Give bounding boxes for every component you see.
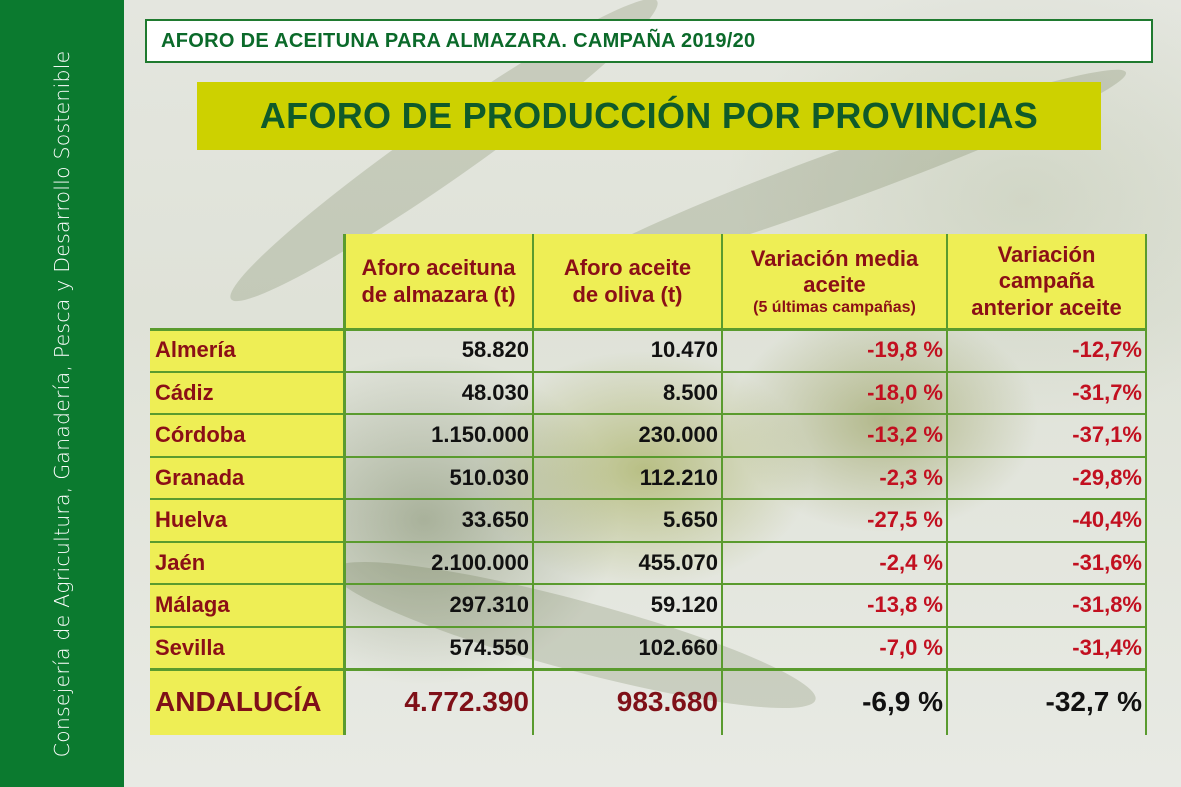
table-cell-aceituna: 510.030 bbox=[449, 464, 529, 490]
column-header-line: Aforo aceite bbox=[563, 255, 692, 281]
province-name: Almería bbox=[150, 329, 344, 372]
table-cell-aceite: 59.120 bbox=[650, 592, 718, 618]
column-header: Aforo aceituna de almazara (t) bbox=[344, 234, 533, 329]
province-name: Málaga bbox=[150, 584, 344, 627]
column-header-line: anterior aceite bbox=[971, 294, 1122, 320]
total-name: ANDALUCÍA bbox=[150, 669, 344, 735]
province-name: Granada bbox=[150, 456, 344, 499]
total-cell-aceituna: 4.772.390 bbox=[404, 686, 529, 717]
table-cell-var-anterior: -12,7% bbox=[1072, 337, 1142, 363]
table-cell-aceite: 5.650 bbox=[662, 507, 718, 533]
table-cell-var-media: -19,8 % bbox=[867, 337, 943, 363]
column-header: Aforo aceite de oliva (t) bbox=[533, 234, 722, 329]
province-name: Córdoba bbox=[150, 414, 344, 457]
table-cell-aceituna: 2.100.000 bbox=[431, 549, 529, 575]
total-cell-var-media: -6,9 % bbox=[862, 686, 943, 717]
table-cell-aceite: 8.500 bbox=[662, 379, 718, 405]
table-cell-aceite: 102.660 bbox=[638, 634, 718, 660]
table-cell-aceituna: 1.150.000 bbox=[431, 422, 529, 448]
table-cell-aceituna: 48.030 bbox=[461, 379, 529, 405]
column-header-note: (5 últimas campañas) bbox=[753, 299, 916, 317]
column-header: Variación media aceite (5 últimas campañas… bbox=[722, 234, 947, 329]
total-cell-var-anterior: -32,7 % bbox=[1045, 686, 1143, 717]
table-cell-var-media: -2,4 % bbox=[879, 549, 943, 575]
province-name: Huelva bbox=[150, 499, 344, 542]
table-cell-aceituna: 58.820 bbox=[461, 337, 529, 363]
table-cell-aceite: 112.210 bbox=[639, 464, 718, 490]
table-cell-aceituna: 297.310 bbox=[449, 592, 529, 618]
table-cell-var-anterior: -37,1% bbox=[1072, 422, 1142, 448]
table-cell-var-anterior: -29,8% bbox=[1072, 464, 1142, 490]
province-name: Sevilla bbox=[150, 626, 344, 669]
total-cell-aceite: 983.680 bbox=[616, 686, 718, 717]
table-cell-var-media: -2,3 % bbox=[879, 464, 943, 490]
column-header-line: campaña bbox=[998, 268, 1095, 294]
column-header-line: de oliva (t) bbox=[572, 281, 683, 307]
slide-subtitle: AFORO DE ACEITUNA PARA ALMAZARA. CAMPAÑA… bbox=[145, 19, 1153, 63]
table-cell-aceituna: 33.650 bbox=[461, 507, 529, 533]
column-header-line: Variación bbox=[997, 241, 1096, 267]
province-name: Cádiz bbox=[150, 371, 344, 414]
table-cell-var-media: -7,0 % bbox=[879, 634, 943, 660]
table-cell-aceite: 455.070 bbox=[638, 549, 718, 575]
table-cell-var-anterior: -31,8% bbox=[1072, 592, 1142, 618]
page-title: AFORO DE PRODUCCIÓN POR PROVINCIAS bbox=[197, 82, 1101, 150]
column-header-line: Aforo aceituna bbox=[361, 255, 516, 281]
column-header-line: de almazara (t) bbox=[361, 281, 516, 307]
table-cell-var-media: -13,2 % bbox=[867, 422, 943, 448]
table-cell-var-media: -27,5 % bbox=[867, 507, 943, 533]
table-cell-var-media: -18,0 % bbox=[867, 379, 943, 405]
province-name: Jaén bbox=[150, 541, 344, 584]
column-header: Variación campaña anterior aceite bbox=[947, 234, 1146, 329]
column-header-line: Variación media bbox=[750, 245, 919, 271]
table-cell-var-anterior: -31,6% bbox=[1072, 549, 1142, 575]
table-cell-aceituna: 574.550 bbox=[449, 634, 529, 660]
table-cell-var-anterior: -31,4% bbox=[1072, 634, 1142, 660]
table-cell-var-media: -13,8 % bbox=[867, 592, 943, 618]
table-cell-var-anterior: -31,7% bbox=[1072, 379, 1142, 405]
table-cell-var-anterior: -40,4% bbox=[1072, 507, 1142, 533]
column-header-line: aceite bbox=[803, 271, 866, 297]
table-cell-aceite: 10.470 bbox=[650, 337, 718, 363]
sidebar: Consejería de Agricultura, Ganadería, Pe… bbox=[0, 0, 124, 787]
table-cell-aceite: 230.000 bbox=[638, 422, 718, 448]
sidebar-ministry-text: Consejería de Agricultura, Ganadería, Pe… bbox=[50, 50, 74, 758]
